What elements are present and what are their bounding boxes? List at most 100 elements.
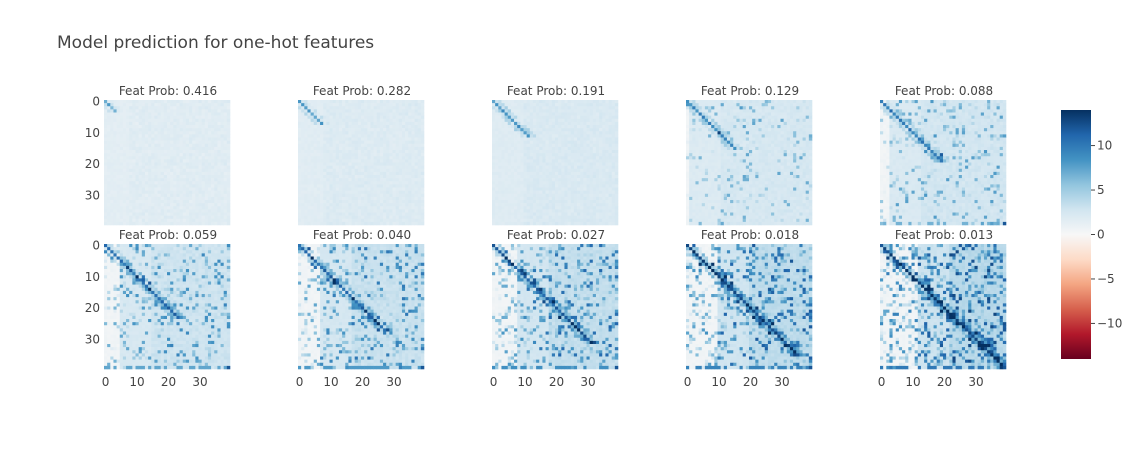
heatmap-cell — [214, 118, 218, 123]
heatmap-cell — [310, 193, 315, 198]
heatmap-cell — [151, 196, 155, 201]
heatmap-cell — [345, 140, 349, 145]
heatmap-cell — [148, 103, 152, 107]
heatmap-cell — [163, 131, 168, 135]
heatmap-cell — [132, 206, 136, 210]
heatmap-cell — [204, 162, 209, 166]
heatmap-cell — [599, 121, 603, 126]
heatmap-cell — [182, 131, 187, 135]
heatmap-cell — [608, 106, 612, 110]
heatmap-cell — [376, 178, 381, 182]
heatmap-cell — [122, 178, 127, 182]
heatmap-cell — [310, 203, 315, 207]
heatmap-cell — [160, 162, 165, 166]
heatmap-cell — [420, 125, 425, 129]
heatmap-cell — [126, 100, 130, 104]
heatmap-cell — [783, 100, 788, 104]
heatmap-cell — [577, 140, 581, 145]
heatmap-cell — [586, 150, 590, 154]
heatmap-cell — [338, 190, 343, 195]
heatmap-cell — [698, 100, 703, 104]
heatmap-cell — [329, 196, 333, 201]
heatmap-cell — [342, 150, 346, 154]
heatmap-cell — [198, 118, 202, 123]
heatmap-cell — [214, 100, 218, 104]
heatmap-cell — [529, 162, 534, 166]
heatmap-cell — [367, 150, 371, 154]
heatmap-cell — [492, 193, 496, 198]
heatmap-cell — [739, 100, 743, 104]
heatmap-cell — [357, 218, 362, 223]
heatmap-cell — [401, 100, 406, 104]
heatmap-cell — [226, 146, 231, 151]
heatmap-cell — [170, 137, 174, 141]
heatmap-cell — [298, 137, 302, 141]
heatmap-cell — [345, 221, 349, 226]
heatmap-cell — [561, 112, 565, 116]
heatmap-cell — [383, 131, 387, 135]
heatmap-cell — [420, 118, 425, 123]
heatmap-cell — [608, 171, 612, 176]
heatmap-cell — [335, 128, 340, 132]
heatmap-cell — [517, 187, 521, 191]
heatmap-cell — [589, 159, 594, 163]
heatmap-cell — [301, 159, 305, 163]
heatmap-cell — [398, 121, 403, 126]
heatmap-cell — [386, 215, 390, 220]
heatmap-cell — [116, 131, 121, 135]
heatmap-cell — [301, 175, 305, 179]
heatmap-cell — [320, 162, 324, 166]
heatmap-cell — [605, 109, 609, 113]
heatmap-cell — [113, 106, 117, 110]
heatmap-cell — [577, 100, 581, 104]
heatmap-cell — [611, 178, 616, 182]
heatmap-cell — [223, 140, 228, 145]
heatmap-cell — [122, 206, 127, 210]
heatmap-cell — [138, 140, 143, 145]
heatmap-cell — [414, 109, 418, 113]
heatmap-cell — [548, 206, 553, 210]
heatmap-cell — [198, 200, 202, 204]
heatmap-cell — [398, 112, 403, 116]
heatmap-cell — [611, 221, 616, 226]
heatmap-cell — [182, 206, 187, 210]
heatmap-cell — [551, 218, 556, 223]
heatmap-cell — [310, 115, 315, 120]
heatmap-cell — [401, 190, 406, 195]
heatmap-cell — [176, 215, 180, 220]
heatmap-cell — [608, 218, 612, 223]
heatmap-cell — [335, 125, 340, 129]
heatmap-cell — [132, 109, 136, 113]
heatmap-cell — [376, 221, 381, 226]
heatmap-cell — [144, 168, 149, 173]
heatmap-cell — [589, 168, 594, 173]
heatmap-cell — [405, 162, 409, 166]
heatmap-cell — [195, 181, 199, 185]
heatmap-cell — [310, 178, 315, 182]
heatmap-cell — [507, 131, 512, 135]
heatmap-cell — [201, 112, 206, 116]
heatmap-cell — [548, 193, 553, 198]
heatmap-cell — [498, 121, 502, 126]
heatmap-cell — [345, 156, 349, 160]
heatmap-cell — [354, 137, 359, 141]
heatmap-cell — [126, 146, 130, 151]
heatmap-cell — [595, 200, 600, 204]
heatmap-cell — [567, 112, 572, 116]
heatmap-cell — [580, 156, 584, 160]
heatmap-cell — [376, 150, 381, 154]
heatmap-cell — [373, 193, 378, 198]
heatmap-cell — [602, 146, 606, 151]
heatmap-cell — [573, 181, 578, 185]
heatmap-cell — [110, 115, 114, 120]
heatmap-cell — [176, 128, 180, 132]
heatmap-cell — [589, 178, 594, 182]
heatmap-cell — [364, 196, 368, 201]
heatmap-cell — [529, 112, 534, 116]
heatmap-cell — [132, 181, 136, 185]
heatmap-cell — [605, 146, 609, 151]
heatmap-cell — [717, 109, 721, 113]
heatmap-cell — [389, 146, 393, 151]
heatmap-cell — [376, 184, 381, 188]
